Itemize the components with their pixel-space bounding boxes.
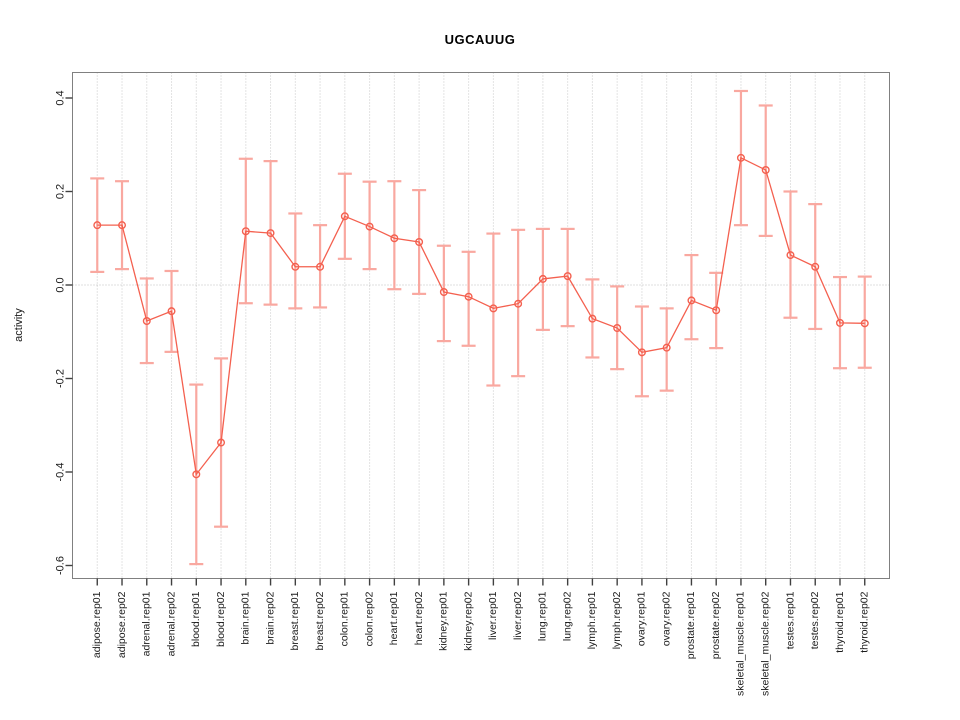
x-tick-label: breast.rep02 [314, 591, 326, 650]
data-point-marker [662, 343, 671, 352]
x-tick-label: adrenal.rep01 [141, 591, 153, 656]
data-point-marker [291, 262, 300, 271]
x-tick-label: liver.rep01 [487, 591, 499, 640]
y-tick-label: 0.0 [54, 277, 66, 292]
data-point-marker [464, 292, 473, 301]
chart-title: UGCAUUG [444, 32, 516, 47]
x-tick-label: lymph.rep02 [611, 591, 623, 649]
x-axis: adipose.rep01 adipose.rep02 adrenal.rep01 a… [91, 578, 871, 696]
y-axis-title: activity [13, 308, 25, 342]
data-point-marker [266, 229, 275, 238]
x-tick-label: skeletal_muscle.rep02 [759, 591, 771, 696]
data-point-marker [390, 234, 399, 243]
data-point-marker [439, 288, 448, 297]
y-axis: -0.6 -0.4 -0.2 0.0 0.2 0.4 [54, 90, 73, 575]
x-tick-label: adrenal.rep02 [165, 591, 177, 656]
data-point-marker [761, 165, 770, 174]
data-point-marker [167, 307, 176, 316]
data-point-marker [192, 470, 201, 479]
data-point-marker [241, 227, 250, 236]
y-tick-label: -0.4 [54, 463, 66, 482]
x-tick-label: adipose.rep01 [91, 591, 103, 658]
x-tick-label: ovary.rep01 [636, 591, 648, 646]
data-point-marker [613, 324, 622, 333]
x-tick-label: heart.rep01 [388, 591, 400, 645]
x-tick-label: prostate.rep01 [685, 591, 697, 659]
x-tick-label: liver.rep02 [512, 591, 524, 640]
data-point-marker [538, 274, 547, 283]
data-point-marker [563, 272, 572, 281]
x-tick-label: thyroid.rep01 [834, 591, 846, 652]
y-tick-label: 0.4 [54, 90, 66, 105]
data-point-marker [142, 316, 151, 325]
x-tick-label: testes.rep01 [784, 591, 796, 649]
y-tick-label: -0.2 [54, 369, 66, 388]
data-point-marker [811, 262, 820, 271]
gridlines [96, 72, 866, 579]
data-point-marker [860, 319, 869, 328]
y-tick-label: 0.2 [54, 184, 66, 199]
x-tick-label: colon.rep01 [339, 591, 351, 646]
data-point-marker [588, 314, 597, 323]
x-tick-label: blood.rep01 [190, 591, 202, 647]
data-point-marker [637, 348, 646, 357]
x-tick-label: kidney.rep02 [462, 591, 474, 651]
series-line [97, 156, 865, 476]
plot-frame [72, 72, 890, 579]
data-point-marker [415, 237, 424, 246]
data-point-marker [340, 212, 349, 221]
data-point-marker [217, 438, 226, 447]
x-tick-label: testes.rep02 [809, 591, 821, 649]
data-point-marker [835, 318, 844, 327]
data-point-marker [687, 296, 696, 305]
data-point-marker [786, 251, 795, 260]
x-tick-label: brain.rep01 [240, 591, 252, 644]
data-point-marker [736, 153, 745, 162]
x-tick-label: ovary.rep02 [660, 591, 672, 646]
x-tick-label: heart.rep02 [413, 591, 425, 645]
x-tick-label: breast.rep01 [289, 591, 301, 650]
data-point-marker [365, 222, 374, 231]
x-tick-label: skeletal_muscle.rep01 [735, 591, 747, 696]
data-point-marker [118, 221, 127, 230]
x-tick-label: lymph.rep01 [586, 591, 598, 649]
y-tick-label: -0.6 [54, 556, 66, 575]
data-point-marker [93, 221, 102, 230]
x-tick-label: adipose.rep02 [116, 591, 128, 658]
x-tick-label: prostate.rep02 [710, 591, 722, 659]
data-series [90, 89, 872, 566]
x-tick-label: brain.rep02 [264, 591, 276, 644]
data-point-marker [712, 306, 721, 315]
x-tick-label: kidney.rep01 [438, 591, 450, 651]
x-tick-label: thyroid.rep02 [859, 591, 871, 652]
x-tick-label: colon.rep02 [363, 591, 375, 646]
x-tick-label: lung.rep01 [537, 591, 549, 641]
x-tick-label: lung.rep02 [561, 591, 573, 641]
data-point-marker [316, 262, 325, 271]
x-tick-label: blood.rep02 [215, 591, 227, 647]
data-point-marker [489, 304, 498, 313]
data-point-marker [514, 299, 523, 308]
